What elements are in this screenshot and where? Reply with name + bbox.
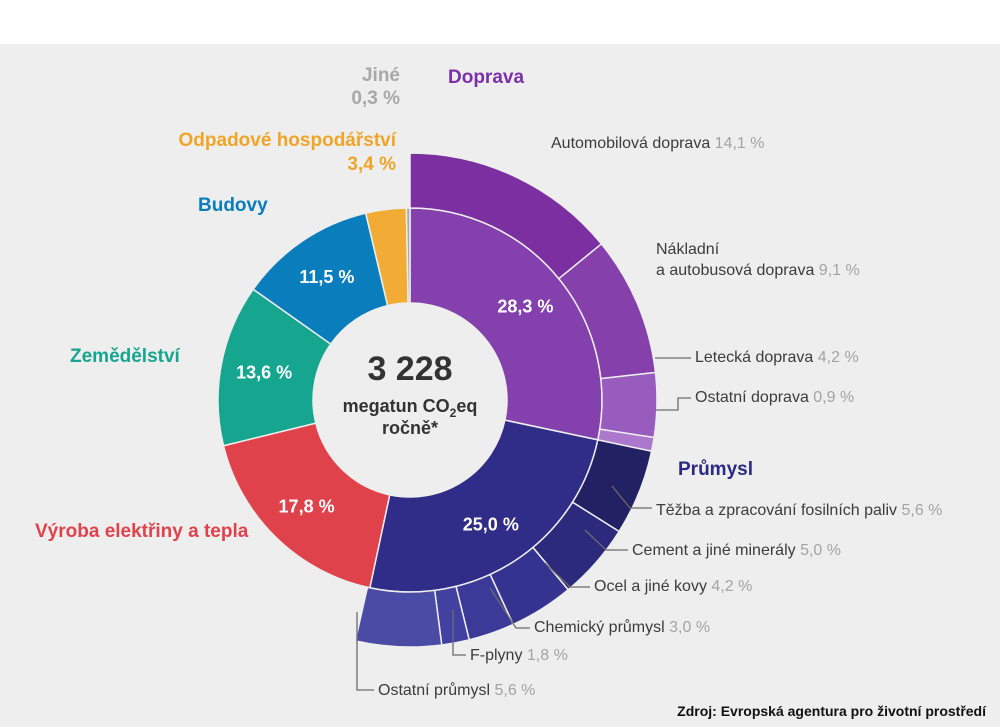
sector-value-zemedelstvi: 13,6 %: [236, 362, 292, 382]
leader-cement: [584, 529, 628, 551]
sector-value-vyroba-elektriny-a-tepla: 17,8 %: [279, 497, 335, 517]
label-automobilova-doprava: Automobilová doprava 14,1 %: [551, 135, 764, 152]
label-ostatni-prumysl: Ostatní průmysl 5,6 %: [378, 681, 535, 699]
leader-tezba-paliv: [611, 485, 652, 509]
leader-f-plyny: [452, 610, 466, 656]
sector-value-prumysl: 25,0 %: [463, 515, 519, 535]
center-total: 3 228: [367, 350, 452, 388]
sector-value-doprava: 28,3 %: [497, 297, 553, 317]
sector-title-odpadove: Odpadové hospodářství: [179, 130, 397, 151]
source-note: Zdroj: Evropská agentura pro životní pro…: [677, 703, 986, 719]
sector-value-budovy: 11,5 %: [299, 267, 354, 287]
label-chemicky-prumysl: Chemický průmysl 3,0 %: [534, 618, 710, 636]
center-hole: [315, 305, 505, 495]
sector-title-budovy: Budovy: [198, 195, 268, 216]
sector-title-zemedelstvi: Zemědělství: [70, 346, 181, 367]
leader-ocel: [544, 562, 590, 588]
label-ostatni-doprava: Ostatní doprava 0,9 %: [695, 389, 854, 406]
leader-ostatni-prumysl: [356, 612, 374, 691]
subsector-letecka-doprava: [598, 371, 658, 439]
subsector-ostatni-prumysl: [354, 586, 443, 648]
label-f-plyny: F-plyny 1,8 %: [470, 647, 568, 664]
label-tezba-paliv: Těžba a zpracování fosilních paliv 5,6 %: [656, 502, 942, 519]
sector-value-jine: 0,3 %: [351, 88, 400, 109]
sector-title-jine: Jiné: [362, 65, 400, 86]
center-period: ročně*: [382, 418, 438, 438]
sector-jine: [405, 207, 411, 304]
label-nakladni-doprava-line1: Nákladní: [656, 241, 720, 258]
sector-vyroba-elektriny-a-tepla: [222, 422, 391, 589]
sector-value-odpadove: 3,4 %: [347, 154, 396, 175]
sector-title-prumysl: Průmysl: [678, 459, 753, 480]
leader-ostatni-doprava: [655, 397, 691, 411]
label-ocel: Ocel a jiné kovy 4,2 %: [594, 578, 752, 595]
label-nakladni-doprava-line2: a autobusová doprava 9,1 %: [656, 262, 860, 279]
label-letecka-doprava: Letecká doprava 4,2 %: [695, 349, 859, 366]
sector-title-doprava: Doprava: [448, 67, 524, 88]
sector-title-vyroba-elektriny: Výroba elektřiny a tepla: [35, 521, 249, 542]
center-unit: megatun CO2eq: [343, 396, 478, 420]
leader-chemicky-prumysl: [489, 587, 530, 629]
label-cement: Cement a jiné minerály 5,0 %: [632, 542, 841, 559]
